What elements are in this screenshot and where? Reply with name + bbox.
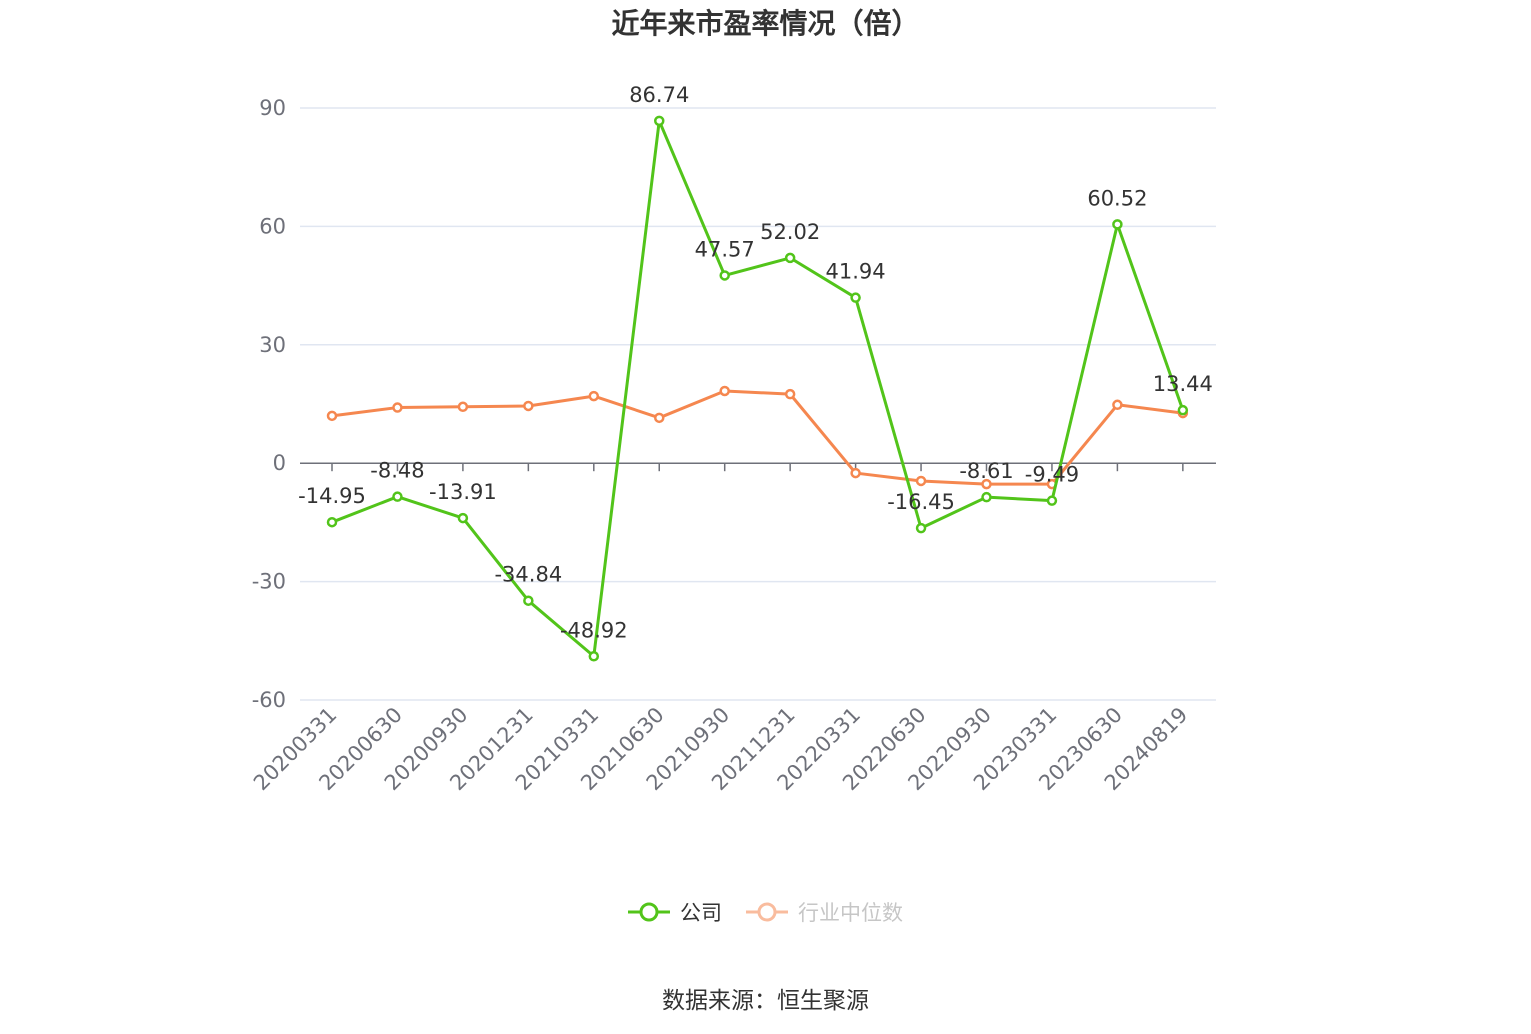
- data-point[interactable]: [392, 491, 403, 502]
- y-tick-label: 0: [273, 451, 286, 475]
- data-point[interactable]: [915, 522, 927, 534]
- data-labels: -14.95-8.48-13.91 -34.84 -48.92 86.74 47.575…: [298, 83, 1213, 642]
- series-line: [331, 389, 1184, 486]
- series-line: [331, 119, 1185, 658]
- data-point[interactable]: [850, 467, 861, 479]
- series-company: [326, 115, 1189, 662]
- data-label: -48.92: [560, 618, 628, 642]
- x-axis: 2020033120200630202009302020123120210331…: [249, 462, 1216, 795]
- data-point[interactable]: [326, 516, 338, 528]
- legend-marker: [757, 902, 777, 922]
- chart-title: 近年来市盈率情况（倍）: [611, 7, 920, 40]
- data-label: -13.91: [429, 480, 497, 504]
- data-point[interactable]: [588, 390, 600, 402]
- data-point[interactable]: [1112, 399, 1123, 411]
- data-label: -8.61: [959, 459, 1013, 483]
- data-point[interactable]: [784, 388, 796, 400]
- legend-marker: [639, 902, 659, 922]
- data-point[interactable]: [719, 385, 730, 397]
- plot-area: [326, 115, 1189, 662]
- data-point[interactable]: [981, 478, 992, 490]
- data-point[interactable]: [850, 292, 861, 303]
- data-point[interactable]: [1112, 219, 1123, 230]
- data-point[interactable]: [457, 401, 469, 413]
- data-label: 41.94: [826, 260, 886, 284]
- data-label: -14.95: [298, 484, 366, 508]
- data-label: -9.49: [1025, 463, 1079, 487]
- y-tick-label: 90: [259, 96, 286, 120]
- legend-label: 公司: [680, 901, 722, 925]
- data-point[interactable]: [457, 512, 469, 524]
- y-tick-label: -60: [252, 688, 286, 712]
- data-label: 52.02: [760, 220, 820, 244]
- data-point[interactable]: [654, 115, 665, 127]
- legend: 公司 行业中位数: [628, 901, 903, 925]
- legend-item-industry-median[interactable]: 行业中位数: [746, 901, 903, 925]
- data-label: 60.52: [1087, 186, 1147, 210]
- data-point[interactable]: [719, 270, 730, 281]
- grid-lines: [300, 107, 1216, 701]
- data-label: 13.44: [1153, 372, 1213, 396]
- y-tick-label: 30: [259, 333, 286, 357]
- data-label: -34.84: [494, 563, 562, 587]
- data-point[interactable]: [915, 475, 927, 487]
- data-label: -16.45: [887, 490, 955, 514]
- data-label: 47.57: [695, 237, 755, 261]
- data-point[interactable]: [1046, 495, 1058, 506]
- data-point[interactable]: [326, 410, 338, 422]
- source-note: 数据来源：恒生聚源: [662, 988, 869, 1014]
- data-point[interactable]: [1177, 404, 1189, 416]
- data-label: -8.48: [370, 459, 424, 483]
- y-axis: 90 60 30 0 -30 -60: [252, 96, 286, 712]
- series-industry-median: [326, 385, 1189, 490]
- data-point[interactable]: [523, 400, 534, 412]
- data-point[interactable]: [784, 252, 796, 264]
- data-point[interactable]: [588, 651, 600, 662]
- data-point[interactable]: [654, 412, 665, 424]
- data-point[interactable]: [523, 595, 534, 606]
- data-point[interactable]: [981, 491, 992, 503]
- data-label: 86.74: [629, 83, 689, 107]
- legend-label: 行业中位数: [798, 901, 903, 925]
- legend-item-company[interactable]: 公司: [628, 901, 722, 925]
- data-point[interactable]: [392, 402, 403, 413]
- y-tick-label: 60: [259, 214, 286, 238]
- y-tick-label: -30: [252, 570, 286, 594]
